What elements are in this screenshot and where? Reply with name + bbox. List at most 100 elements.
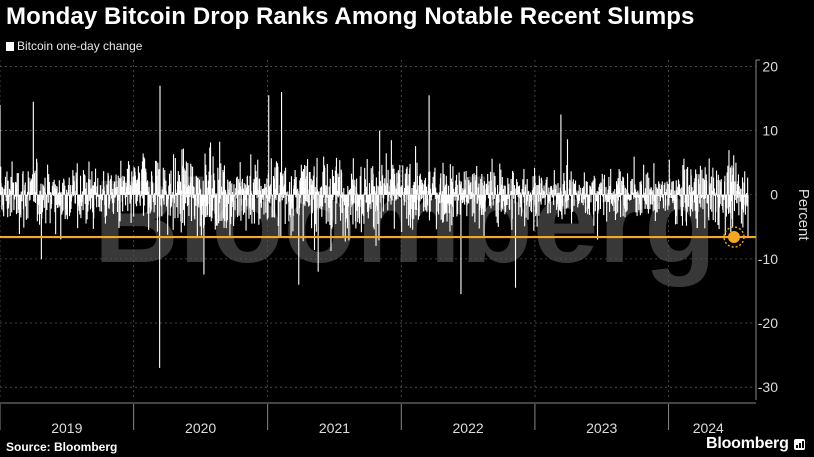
bar: [284, 194, 286, 225]
bar: [419, 175, 421, 195]
bar: [77, 194, 79, 229]
bar: [525, 194, 527, 218]
bar: [421, 183, 424, 195]
bar: [477, 187, 479, 195]
bar: [597, 194, 599, 214]
bar: [58, 194, 60, 208]
bar: [534, 183, 536, 195]
bar: [628, 194, 630, 200]
bar: [224, 194, 226, 208]
bar: [328, 194, 330, 208]
bar: [247, 189, 249, 195]
bar: [266, 178, 268, 195]
bar: [81, 191, 83, 195]
bar: [653, 163, 655, 195]
bar: [140, 194, 142, 196]
bar: [86, 182, 88, 195]
bar: [533, 194, 535, 231]
bar: [626, 189, 628, 195]
bar: [89, 194, 91, 196]
bar: [687, 166, 689, 195]
bar: [611, 194, 614, 206]
bar: [103, 171, 105, 195]
bar: [397, 170, 399, 195]
bar: [96, 194, 98, 197]
bar: [442, 194, 444, 223]
bar: [117, 175, 119, 195]
bar: [562, 194, 565, 197]
bar: [451, 182, 453, 195]
bar: [745, 193, 748, 195]
bar: [374, 191, 376, 195]
bar: [596, 190, 598, 195]
bar: [699, 194, 701, 204]
bar: [3, 194, 5, 217]
bar: [114, 194, 116, 198]
bar: [158, 169, 160, 195]
bar: [510, 178, 512, 195]
bar: [555, 185, 557, 195]
bar: [739, 194, 741, 202]
bar: [630, 194, 632, 200]
bar: [386, 183, 388, 195]
bar: [70, 194, 72, 209]
y-tick-label: -30: [758, 379, 778, 395]
bar: [568, 194, 570, 196]
bar: [130, 194, 132, 200]
y-tick-label: -20: [758, 315, 778, 331]
bar: [463, 194, 465, 203]
bar: [679, 194, 681, 197]
bar: [734, 181, 736, 195]
bar: [325, 185, 327, 195]
bar: [272, 194, 274, 218]
bar: [457, 194, 459, 201]
bar: [73, 181, 75, 195]
bar: [488, 181, 490, 195]
bar: [606, 194, 608, 222]
bar: [330, 194, 332, 251]
bar: [90, 194, 93, 199]
bar: [70, 185, 72, 195]
bar: [418, 194, 420, 217]
bar: [636, 194, 638, 217]
bar: [682, 194, 684, 208]
bar: [604, 194, 606, 195]
bar: [90, 188, 92, 195]
bar: [735, 162, 737, 195]
bar: [656, 194, 658, 213]
bar: [1, 194, 3, 210]
bar: [585, 194, 587, 212]
bar: [236, 176, 238, 195]
bar: [141, 161, 143, 195]
bar: [622, 176, 624, 195]
bar: [377, 186, 379, 195]
bar: [692, 194, 694, 212]
bar: [391, 194, 393, 201]
bar: [397, 191, 399, 195]
bar: [420, 185, 422, 195]
bar: [351, 194, 353, 205]
bar: [99, 194, 101, 212]
bar: [651, 194, 653, 200]
bar: [300, 164, 302, 195]
bar: [8, 194, 10, 197]
bar: [531, 194, 533, 213]
bar: [377, 194, 379, 225]
bar: [528, 190, 530, 195]
bar: [233, 184, 235, 195]
bar: [135, 194, 137, 204]
bar: [84, 194, 86, 204]
bar: [450, 178, 452, 195]
bar: [127, 161, 130, 195]
bar: [473, 173, 475, 195]
bar: [708, 158, 710, 195]
bar: [691, 194, 693, 210]
bar: [100, 185, 102, 195]
bar: [140, 191, 142, 195]
bar: [288, 194, 290, 222]
bar: [626, 173, 629, 195]
bar: [79, 194, 81, 215]
bar: [37, 194, 39, 215]
bar: [125, 194, 127, 198]
bar: [20, 194, 22, 218]
